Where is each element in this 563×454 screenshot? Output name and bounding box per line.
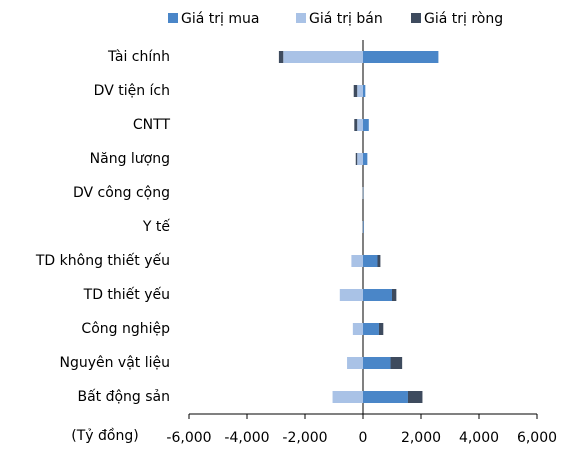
y-tick-label: Y tế xyxy=(142,218,170,235)
bar xyxy=(347,357,363,369)
bar xyxy=(391,357,403,369)
x-tick-label: 2,000 xyxy=(401,430,441,446)
bar xyxy=(357,85,363,97)
bar xyxy=(283,51,363,63)
x-tick-label: 4,000 xyxy=(459,430,499,446)
bar xyxy=(356,153,357,165)
bar xyxy=(363,119,369,131)
legend-swatch xyxy=(168,13,178,23)
bar xyxy=(408,391,423,403)
bar xyxy=(378,255,381,267)
bar xyxy=(351,255,363,267)
bar xyxy=(363,153,367,165)
bar xyxy=(354,85,357,97)
y-tick-label: CNTT xyxy=(133,117,171,133)
x-tick-label: -6,000 xyxy=(166,430,211,446)
bar xyxy=(333,391,363,403)
y-tick-label: TD không thiết yếu xyxy=(35,252,170,269)
bar xyxy=(363,255,378,267)
y-tick-label: DV tiện ích xyxy=(94,83,170,99)
bar xyxy=(363,221,364,233)
bar xyxy=(363,391,408,403)
bar xyxy=(363,323,379,335)
bar xyxy=(357,153,363,165)
legend-label: Giá trị ròng xyxy=(424,11,503,27)
y-tick-label: Nguyên vật liệu xyxy=(59,355,170,371)
bar xyxy=(363,357,391,369)
bar xyxy=(279,51,283,63)
y-tick-label: Bất động sản xyxy=(77,389,170,405)
x-tick-label: -2,000 xyxy=(282,430,327,446)
y-tick-label: Tài chính xyxy=(107,49,170,65)
legend-label: Giá trị mua xyxy=(181,11,259,27)
bar xyxy=(353,323,363,335)
bar xyxy=(354,119,357,131)
x-tick-label: 6,000 xyxy=(517,430,557,446)
bar xyxy=(363,289,392,301)
legend-label: Giá trị bán xyxy=(309,11,383,27)
y-tick-label: Năng lượng xyxy=(90,151,170,167)
bar xyxy=(379,323,383,335)
legend-swatch xyxy=(296,13,306,23)
x-tick-label: -4,000 xyxy=(224,430,269,446)
x-tick-label: 0 xyxy=(359,430,368,446)
y-tick-label: TD thiết yếu xyxy=(83,286,170,303)
bar xyxy=(392,289,396,301)
bar xyxy=(363,85,365,97)
x-axis-label: (Tỷ đồng) xyxy=(71,427,138,444)
legend-swatch xyxy=(411,13,421,23)
bar xyxy=(357,119,363,131)
bar xyxy=(363,51,438,63)
bar xyxy=(340,289,363,301)
y-tick-label: DV công cộng xyxy=(73,185,170,201)
y-tick-label: Công nghiệp xyxy=(81,321,170,337)
